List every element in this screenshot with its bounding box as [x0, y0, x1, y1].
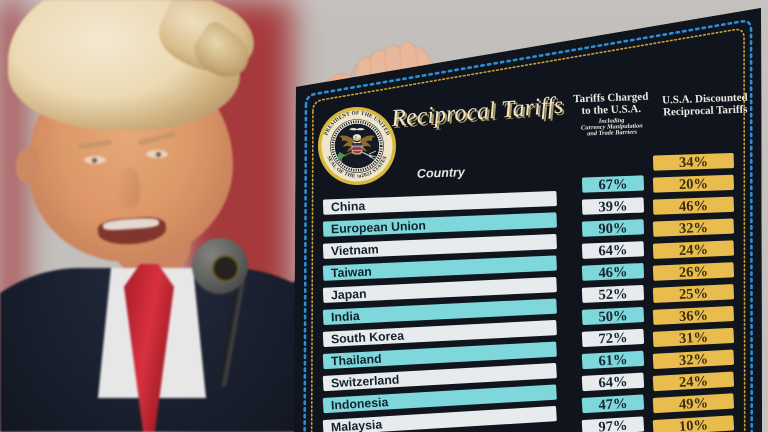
svg-text:20%: 20% — [679, 176, 709, 193]
svg-text:49%: 49% — [679, 395, 709, 413]
svg-text:64%: 64% — [598, 242, 628, 259]
svg-text:26%: 26% — [679, 264, 709, 281]
svg-text:32%: 32% — [679, 351, 709, 369]
svg-text:50%: 50% — [598, 308, 628, 325]
svg-text:China: China — [331, 199, 366, 214]
svg-text:46%: 46% — [598, 264, 628, 281]
svg-text:34%: 34% — [679, 154, 709, 171]
svg-text:Taiwan: Taiwan — [331, 265, 372, 281]
svg-text:Malaysia: Malaysia — [331, 417, 383, 432]
svg-text:97%: 97% — [598, 418, 628, 432]
svg-text:24%: 24% — [679, 242, 709, 259]
svg-text:64%: 64% — [598, 374, 628, 392]
svg-text:to the U.S.A.: to the U.S.A. — [581, 103, 641, 117]
svg-text:Thailand: Thailand — [331, 352, 382, 369]
svg-text:61%: 61% — [598, 352, 628, 370]
svg-text:39%: 39% — [598, 198, 628, 215]
svg-text:India: India — [331, 309, 361, 324]
svg-text:Country: Country — [417, 165, 466, 181]
svg-text:36%: 36% — [679, 308, 709, 325]
svg-text:52%: 52% — [598, 286, 628, 303]
svg-text:90%: 90% — [598, 220, 628, 237]
svg-text:Japan: Japan — [331, 287, 367, 303]
svg-text:67%: 67% — [598, 176, 628, 193]
svg-text:47%: 47% — [598, 396, 628, 414]
svg-text:24%: 24% — [679, 373, 709, 391]
svg-text:25%: 25% — [679, 286, 709, 303]
svg-text:31%: 31% — [679, 330, 709, 347]
svg-text:Vietnam: Vietnam — [331, 242, 379, 258]
svg-text:72%: 72% — [598, 330, 628, 347]
svg-text:46%: 46% — [679, 198, 709, 215]
svg-text:32%: 32% — [679, 220, 709, 237]
svg-text:10%: 10% — [679, 417, 709, 432]
